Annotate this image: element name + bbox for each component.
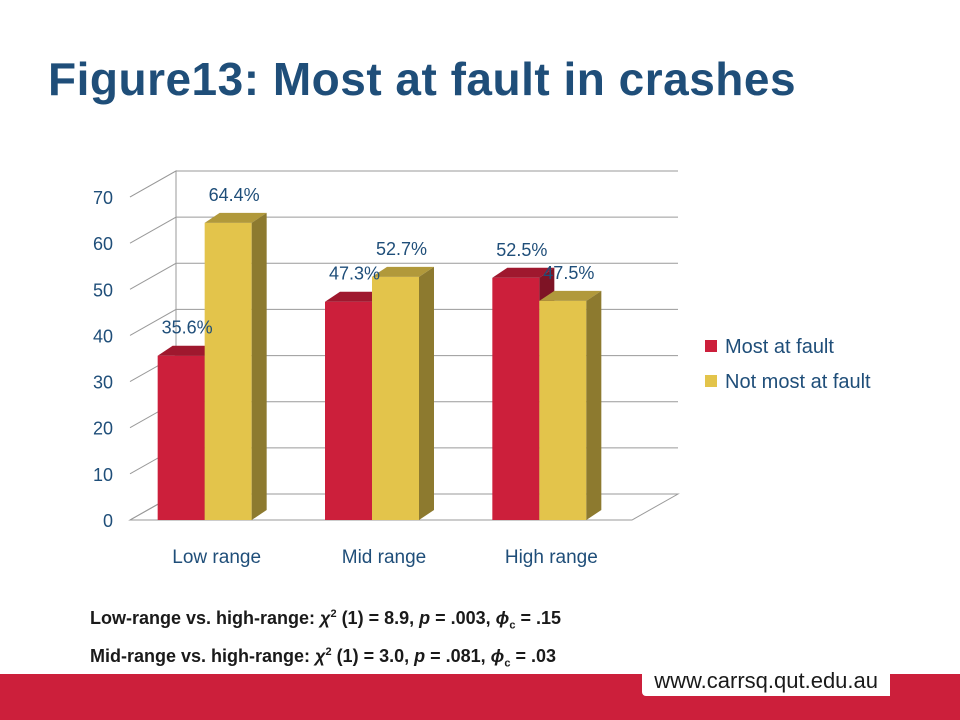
bar-series xyxy=(157,212,602,520)
p-value: = .081, xyxy=(425,645,491,666)
page-title: Figure13: Most at fault in crashes xyxy=(48,53,797,105)
y-tick-label: 60 xyxy=(93,234,113,254)
x-tick-label: Low range xyxy=(172,547,261,568)
phi-value: = .15 xyxy=(515,608,561,628)
phi-symbol: ϕ xyxy=(495,608,510,628)
data-label: 52.7% xyxy=(376,239,427,259)
legend-swatch xyxy=(705,340,717,352)
stats-line-mid-high: Mid-range vs. high-range: χ2 (1) = 3.0, … xyxy=(90,639,561,677)
bar-top xyxy=(539,290,602,301)
phi-symbol: ϕ xyxy=(490,645,505,666)
data-label: 47.5% xyxy=(543,263,594,283)
y-tick-label: 30 xyxy=(93,373,113,393)
bar-top xyxy=(325,291,387,302)
bar-side xyxy=(586,290,602,520)
subscript: c xyxy=(504,657,511,670)
gridline xyxy=(129,262,678,290)
p-value: = .003, xyxy=(430,608,496,628)
bar xyxy=(204,222,252,520)
legend-label: Not most at fault xyxy=(725,371,871,393)
y-tick-label: 10 xyxy=(93,465,113,485)
chart-legend: Most at fault Not most at fault xyxy=(705,336,871,393)
bar-top xyxy=(204,212,267,223)
bar xyxy=(157,355,205,520)
bar xyxy=(492,277,540,520)
stats-value: (1) = 3.0, xyxy=(331,645,415,666)
data-label: 47.3% xyxy=(329,264,380,284)
statistics-note: Low-range vs. high-range: χ2 (1) = 8.9, … xyxy=(90,601,561,676)
y-tick-label: 20 xyxy=(93,419,113,439)
y-tick-label: 70 xyxy=(93,188,113,208)
phi-value: = .03 xyxy=(510,645,556,666)
stats-line-low-high: Low-range vs. high-range: χ2 (1) = 8.9, … xyxy=(90,601,561,639)
p-symbol: p xyxy=(414,645,426,666)
legend-label: Most at fault xyxy=(725,336,834,358)
bar xyxy=(325,301,372,520)
bar xyxy=(372,276,419,520)
data-label: 35.6% xyxy=(162,318,213,338)
stats-label: Mid-range vs. high-range: xyxy=(90,645,316,666)
bar xyxy=(539,300,587,520)
website-link[interactable]: www.carrsq.qut.edu.au xyxy=(654,668,878,693)
chi-symbol: χ xyxy=(320,608,331,628)
legend-swatch xyxy=(705,375,717,387)
data-labels: 35.6% 64.4% 47.3% 52.7% 52.5% 47.5% xyxy=(162,185,595,338)
bar-top xyxy=(157,345,220,356)
stats-value: (1) = 8.9, xyxy=(336,608,420,628)
chi-symbol: χ xyxy=(315,645,326,666)
gridline xyxy=(129,170,678,198)
x-tick-label: High range xyxy=(505,547,598,568)
bar-side xyxy=(419,266,434,520)
subscript: c xyxy=(509,619,516,632)
stats-label: Low-range vs. high-range: xyxy=(90,608,321,628)
y-tick-label: 50 xyxy=(93,280,113,300)
bar-top xyxy=(372,266,434,277)
footer-url-tab: www.carrsq.qut.edu.au xyxy=(642,666,890,696)
data-label: 52.5% xyxy=(496,240,547,260)
bar-top xyxy=(492,267,555,278)
p-symbol: p xyxy=(419,608,431,628)
y-axis: 0 10 20 30 40 50 60 70 xyxy=(93,188,113,531)
y-tick-label: 40 xyxy=(93,326,113,346)
gridline xyxy=(129,216,678,244)
x-tick-label: Mid range xyxy=(342,547,427,568)
data-label: 64.4% xyxy=(209,185,260,205)
y-tick-label: 0 xyxy=(103,511,113,531)
superscript: 2 xyxy=(330,608,337,620)
bar-side xyxy=(251,212,267,520)
x-axis: Low range Mid range High range xyxy=(172,547,598,568)
superscript: 2 xyxy=(325,645,332,658)
bar-chart: 0 10 20 30 40 50 60 70 35.6% 64.4% 47.3% 52.7% 52.5… xyxy=(93,170,871,568)
